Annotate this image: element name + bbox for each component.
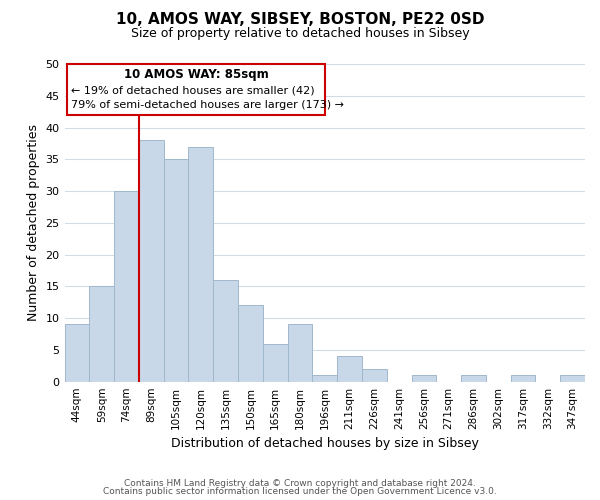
- Text: Size of property relative to detached houses in Sibsey: Size of property relative to detached ho…: [131, 28, 469, 40]
- Bar: [89, 286, 114, 382]
- Bar: [412, 376, 436, 382]
- X-axis label: Distribution of detached houses by size in Sibsey: Distribution of detached houses by size …: [171, 437, 479, 450]
- Bar: [313, 376, 337, 382]
- Bar: [238, 306, 263, 382]
- Bar: [362, 369, 387, 382]
- Text: 79% of semi-detached houses are larger (173) →: 79% of semi-detached houses are larger (…: [71, 100, 344, 110]
- FancyBboxPatch shape: [67, 64, 325, 115]
- Bar: [511, 376, 535, 382]
- Y-axis label: Number of detached properties: Number of detached properties: [27, 124, 40, 322]
- Bar: [65, 324, 89, 382]
- Bar: [560, 376, 585, 382]
- Text: 10 AMOS WAY: 85sqm: 10 AMOS WAY: 85sqm: [124, 68, 268, 82]
- Text: ← 19% of detached houses are smaller (42): ← 19% of detached houses are smaller (42…: [71, 86, 314, 96]
- Text: Contains HM Land Registry data © Crown copyright and database right 2024.: Contains HM Land Registry data © Crown c…: [124, 478, 476, 488]
- Bar: [213, 280, 238, 382]
- Bar: [114, 191, 139, 382]
- Bar: [461, 376, 486, 382]
- Bar: [139, 140, 164, 382]
- Bar: [337, 356, 362, 382]
- Bar: [263, 344, 287, 382]
- Bar: [188, 146, 213, 382]
- Text: 10, AMOS WAY, SIBSEY, BOSTON, PE22 0SD: 10, AMOS WAY, SIBSEY, BOSTON, PE22 0SD: [116, 12, 484, 28]
- Bar: [287, 324, 313, 382]
- Bar: [164, 160, 188, 382]
- Text: Contains public sector information licensed under the Open Government Licence v3: Contains public sector information licen…: [103, 487, 497, 496]
